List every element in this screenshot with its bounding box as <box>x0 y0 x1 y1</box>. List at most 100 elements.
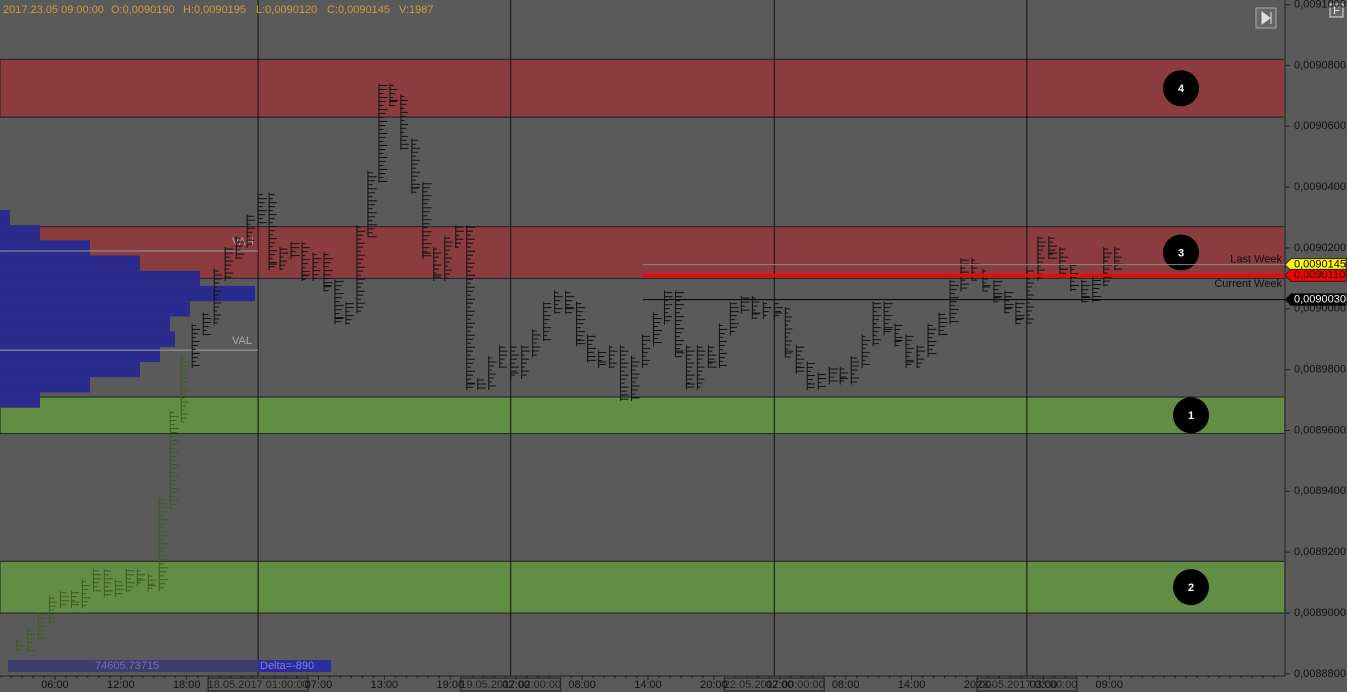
footprint <box>1004 290 1014 314</box>
x-tick-label: 13:00 <box>371 679 399 691</box>
footprint <box>466 225 475 390</box>
profile-bar <box>0 301 190 317</box>
footprint <box>444 236 453 282</box>
session-box <box>723 677 825 692</box>
zone-badge <box>1173 397 1209 434</box>
profile-bar <box>0 240 90 256</box>
footprint <box>927 323 937 358</box>
footprint <box>455 225 464 249</box>
session-box <box>460 677 562 692</box>
footprint <box>92 568 102 592</box>
footprint <box>806 361 816 390</box>
zone-label: 4 <box>1178 83 1185 95</box>
footprint <box>828 366 839 385</box>
footprint <box>762 301 772 320</box>
profile-bar <box>0 270 200 286</box>
session-label: 23.05.2017 03:00:00 <box>976 679 1077 691</box>
header-text: V:1987 <box>399 4 433 16</box>
footprint <box>235 236 245 260</box>
footprint <box>191 323 201 369</box>
footprint <box>631 356 640 401</box>
footprint <box>48 596 58 625</box>
footprint <box>389 83 398 107</box>
price-axis <box>1284 0 1347 692</box>
footprint <box>521 345 530 379</box>
footprint <box>279 247 289 271</box>
footprint <box>158 497 169 592</box>
session-box <box>207 677 309 692</box>
footprint <box>367 170 377 238</box>
footprint <box>356 225 366 314</box>
footprint <box>598 350 607 369</box>
x-tick-label: 19:00 <box>437 679 465 691</box>
footprint <box>301 241 311 282</box>
marker-label: 0,0090110 <box>1294 269 1345 281</box>
level-label: VAL <box>232 335 252 347</box>
marker-label: 0,0090030 <box>1294 294 1346 306</box>
x-tick-label: 03:00 <box>1030 679 1058 691</box>
footprint <box>839 366 849 385</box>
footprint <box>1070 263 1079 292</box>
footprint <box>147 574 157 592</box>
footprint <box>400 94 409 151</box>
footprint <box>576 301 586 347</box>
zone-badge <box>1173 569 1209 606</box>
footer-box <box>8 660 258 672</box>
zone <box>0 226 1286 279</box>
session-box <box>976 677 1078 692</box>
header-text: C:0,0090145 <box>327 4 390 16</box>
profile-bar <box>0 377 90 393</box>
x-tick-label: 08:00 <box>568 679 596 691</box>
footprint <box>740 296 750 314</box>
x-tick-label: 09:00 <box>1096 679 1124 691</box>
profile-bar <box>0 255 140 271</box>
footprint <box>1048 236 1058 260</box>
footprint <box>663 290 673 325</box>
profile-bar <box>0 225 40 241</box>
footprint <box>916 345 926 369</box>
profile-bar <box>0 209 10 226</box>
profile-bar <box>0 346 160 363</box>
footprint <box>510 345 519 379</box>
x-tick-label: 14:00 <box>898 679 926 691</box>
header-text: L:0,0090120 <box>256 4 317 16</box>
footprint <box>773 301 783 320</box>
y-tick-label: 0,0089400 <box>1294 485 1346 497</box>
footprint <box>696 345 706 390</box>
y-tick-label: 0,0091000 <box>1294 0 1346 10</box>
footprint <box>707 345 717 369</box>
f-button[interactable] <box>1329 3 1344 18</box>
footprint <box>729 301 739 336</box>
footprint <box>718 323 728 369</box>
x-tick-label: 14:00 <box>634 679 662 691</box>
footprint <box>861 334 871 369</box>
footprint <box>1015 301 1025 325</box>
x-tick-label: 18:00 <box>173 679 201 691</box>
y-tick-label: 0,0089200 <box>1294 546 1346 558</box>
footprint <box>850 356 860 385</box>
footprint <box>652 312 663 347</box>
profile-bar <box>0 362 140 378</box>
footprint <box>488 356 497 390</box>
footprint <box>246 214 256 249</box>
footprint <box>323 252 333 292</box>
footprint <box>609 345 618 369</box>
footer-volume: 74605.73715 <box>95 660 159 672</box>
x-tick-label: 02:00 <box>502 679 530 691</box>
y-tick-label: 0,0089000 <box>1294 607 1346 619</box>
footprint <box>894 323 904 347</box>
x-tick-label: 07:00 <box>305 679 333 691</box>
zone-label: 2 <box>1188 582 1194 594</box>
footprint <box>1081 279 1091 303</box>
profile-bar <box>0 285 255 302</box>
footprint <box>312 252 322 282</box>
footprint <box>872 301 882 347</box>
y-tick-label: 0,0088800 <box>1294 668 1346 680</box>
zone-badge <box>1163 234 1199 271</box>
footprint <box>114 579 124 598</box>
footprint <box>784 307 794 358</box>
footprint <box>411 138 421 194</box>
footprint <box>180 356 190 423</box>
